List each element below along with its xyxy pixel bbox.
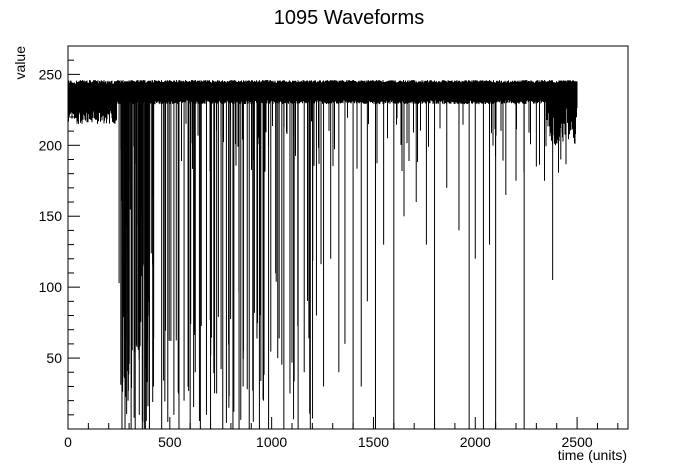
y-axis-label: value bbox=[12, 46, 28, 80]
x-tick-label: 0 bbox=[64, 434, 72, 450]
y-tick-label: 200 bbox=[39, 137, 63, 153]
chart-title: 1095 Waveforms bbox=[274, 7, 424, 29]
x-tick-label: 2500 bbox=[562, 434, 593, 450]
axis-ticks bbox=[67, 59, 619, 429]
axis-tick-labels: 0 500 1000 1500 2000 2500 50 100 150 200 250 bbox=[39, 66, 593, 450]
waveform-band bbox=[68, 80, 578, 173]
x-tick-label: 2000 bbox=[460, 434, 491, 450]
y-tick-label: 50 bbox=[46, 350, 62, 366]
y-tick-label: 250 bbox=[39, 66, 63, 82]
x-tick-label: 1000 bbox=[256, 434, 287, 450]
x-tick-label: 1500 bbox=[358, 434, 389, 450]
y-tick-label: 150 bbox=[39, 208, 63, 224]
x-axis-label: time (units) bbox=[558, 447, 627, 463]
plot-frame bbox=[67, 45, 629, 430]
y-tick-label: 100 bbox=[39, 279, 63, 295]
x-tick-label: 500 bbox=[158, 434, 182, 450]
waveform-series bbox=[68, 80, 578, 429]
